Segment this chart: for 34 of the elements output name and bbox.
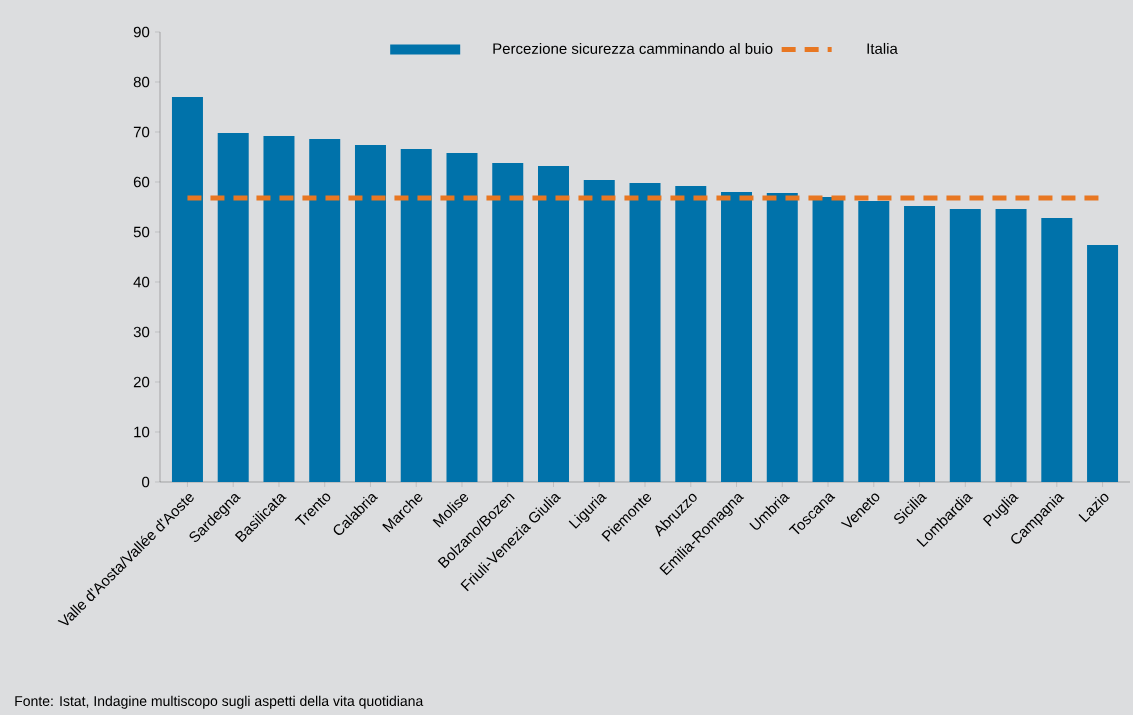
y-tick-label: 80	[133, 76, 150, 88]
y-tick-label: 30	[133, 326, 150, 338]
bar	[721, 191, 753, 482]
bar	[858, 200, 890, 482]
bar	[309, 138, 341, 482]
y-tick-label: 10	[134, 426, 150, 438]
bar	[583, 179, 615, 482]
bar	[629, 182, 661, 482]
source-note: Fonte: Istat, Indagine multiscopo sugli aspetti della vita quotidiana	[15, 695, 424, 709]
bar	[217, 132, 249, 482]
bar	[675, 185, 707, 482]
bar	[949, 208, 981, 482]
legend-label: Percezione sicurezza camminando al buio	[493, 42, 773, 54]
bar	[1087, 244, 1119, 482]
bar	[538, 165, 569, 482]
bar	[446, 152, 478, 482]
bar	[400, 148, 432, 482]
bar	[904, 205, 936, 482]
bar	[354, 144, 386, 482]
y-tick-label: 20	[133, 376, 150, 388]
bar	[766, 192, 798, 482]
y-tick-label: 50	[133, 226, 150, 238]
y-tick-label: 0	[142, 476, 150, 488]
bar	[995, 208, 1027, 482]
bar	[263, 135, 295, 482]
y-tick-label: 40	[133, 276, 150, 288]
bar	[492, 162, 524, 482]
y-tick-label: 60	[133, 176, 150, 188]
legend-label: Italia	[867, 42, 898, 54]
bar	[812, 196, 844, 482]
bar	[171, 97, 203, 482]
bar	[1041, 217, 1073, 482]
y-tick-label: 90	[133, 26, 150, 38]
y-tick-label: 70	[133, 126, 150, 138]
